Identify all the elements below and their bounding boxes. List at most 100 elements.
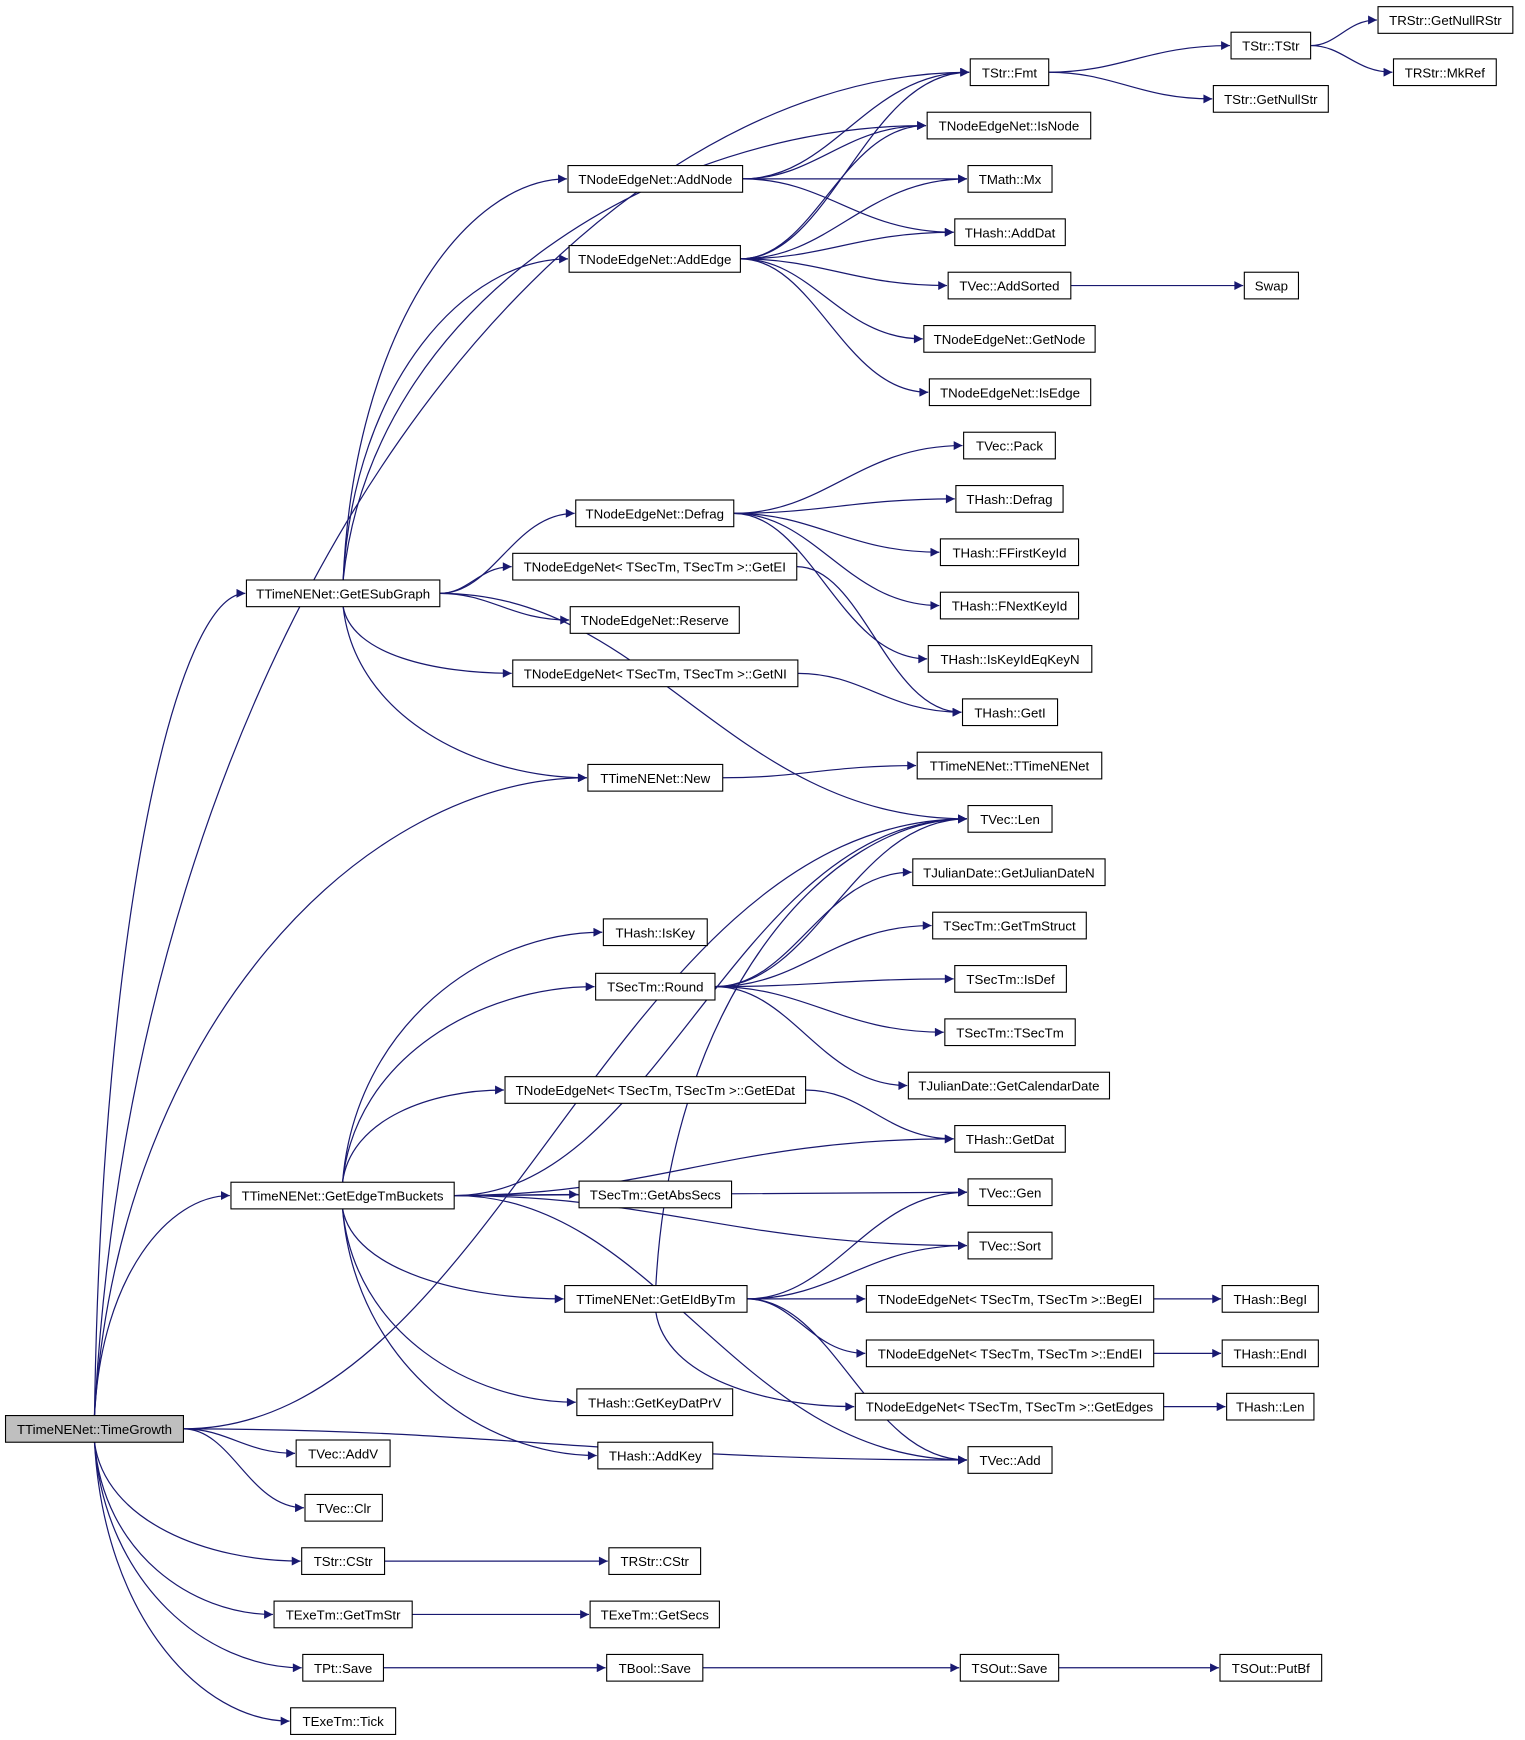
node-tnodeedgenet-tsectm-tsectm-getni[interactable]: TNodeEdgeNet< TSecTm, TSecTm >::GetNI xyxy=(512,659,799,688)
node-tsectm-gettmstruct[interactable]: TSecTm::GetTmStruct xyxy=(932,911,1087,940)
node-tsectm-tsectm[interactable]: TSecTm::TSecTm xyxy=(944,1018,1076,1047)
node-tnodeedgenet-addedge[interactable]: TNodeEdgeNet::AddEdge xyxy=(568,245,741,273)
node-tvec-addv[interactable]: TVec::AddV xyxy=(295,1439,391,1468)
node-thash-geti[interactable]: THash::GetI xyxy=(961,698,1059,727)
node-box xyxy=(907,1071,1111,1100)
edge-tnodeedgenet-addedge-to-tnodeedgenet-isedge xyxy=(740,258,929,397)
edge-tstr-tstr-to-trstr-mkref xyxy=(1310,44,1393,77)
node-thash-getdat[interactable]: THash::GetDat xyxy=(954,1125,1066,1153)
node-tvec-add[interactable]: TVec::Add xyxy=(967,1446,1053,1474)
node-ttimenenet-timegrowth[interactable]: TTimeNENet::TimeGrowth xyxy=(4,1415,184,1443)
node-tnodeedgenet-isnode[interactable]: TNodeEdgeNet::IsNode xyxy=(926,111,1092,140)
node-tvec-len[interactable]: TVec::Len xyxy=(967,805,1053,833)
node-label: THash::EndI xyxy=(1233,1346,1307,1361)
node-tstr-fmt[interactable]: TStr::Fmt xyxy=(969,58,1050,87)
node-thash-getkeydatprv[interactable]: THash::GetKeyDatPrV xyxy=(576,1388,734,1417)
edge-ttimenenet-getesubgraph-to-tnodeedgenet-tsectm-tsectm-getni xyxy=(342,606,512,678)
node-thash-iskey[interactable]: THash::IsKey xyxy=(602,918,708,947)
node-tnodeedgenet-tsectm-tsectm-begei[interactable]: TNodeEdgeNet< TSecTm, TSecTm >::BegEI xyxy=(865,1285,1155,1313)
node-ttimenenet-getedgetmbuckets[interactable]: TTimeNENet::GetEdgeTmBuckets xyxy=(230,1181,455,1210)
node-label: THash::GetDat xyxy=(966,1132,1055,1147)
node-box xyxy=(1230,31,1312,60)
node-label: TSOut::PutBf xyxy=(1232,1661,1310,1676)
node-box xyxy=(504,1076,807,1104)
edge-tnodeedgenet-addedge-to-tnodeedgenet-getnode xyxy=(740,258,923,344)
node-tmath-mx[interactable]: TMath::Mx xyxy=(967,165,1053,193)
node-tsectm-getabssecs[interactable]: TSecTm::GetAbsSecs xyxy=(578,1180,733,1209)
node-tsectm-round[interactable]: TSecTm::Round xyxy=(595,972,716,1001)
node-ttimenenet-new[interactable]: TTimeNENet::New xyxy=(587,763,724,792)
node-box xyxy=(916,751,1103,780)
node-thash-addkey[interactable]: THash::AddKey xyxy=(597,1441,714,1470)
edge-ttimenenet-getedgetmbuckets-to-tnodeedgenet-tsectm-tsectm-getedat xyxy=(341,1085,504,1183)
node-thash-len[interactable]: THash::Len xyxy=(1226,1392,1315,1421)
node-label: TTimeNENet::TTimeNENet xyxy=(930,759,1090,774)
node-texetm-tick[interactable]: TExeTm::Tick xyxy=(290,1707,397,1735)
node-tbool-save[interactable]: TBool::Save xyxy=(606,1653,704,1682)
node-tsout-save[interactable]: TSOut::Save xyxy=(959,1653,1060,1682)
node-trstr-cstr[interactable]: TRStr::CStr xyxy=(608,1547,702,1575)
node-box xyxy=(865,1285,1155,1313)
node-tnodeedgenet-tsectm-tsectm-getei[interactable]: TNodeEdgeNet< TSecTm, TSecTm >::GetEI xyxy=(512,552,798,581)
node-tvec-gen[interactable]: TVec::Gen xyxy=(967,1178,1053,1207)
node-ttimenenet-ttimenenet[interactable]: TTimeNENet::TTimeNENet xyxy=(916,751,1103,780)
node-box xyxy=(1221,1339,1319,1368)
node-ttimenenet-getesubgraph[interactable]: TTimeNENet::GetESubGraph xyxy=(245,579,441,608)
node-texetm-gettmstr[interactable]: TExeTm::GetTmStr xyxy=(273,1600,413,1629)
node-tvec-sort[interactable]: TVec::Sort xyxy=(967,1231,1053,1260)
node-tvec-pack[interactable]: TVec::Pack xyxy=(963,431,1056,460)
node-box xyxy=(1221,1285,1319,1313)
node-tstr-getnullstr[interactable]: TStr::GetNullStr xyxy=(1212,85,1329,113)
node-box xyxy=(568,245,741,273)
edge-tstr-tstr-to-trstr-getnullrstr xyxy=(1310,15,1377,47)
edge-tsectm-round-to-tvec-len xyxy=(714,814,967,988)
node-tsout-putbf[interactable]: TSOut::PutBf xyxy=(1219,1653,1323,1682)
node-label: TTimeNENet::GetESubGraph xyxy=(256,586,430,601)
node-thash-fnextkeyid[interactable]: THash::FNextKeyId xyxy=(939,591,1080,620)
node-tjuliandate-getjuliandaten[interactable]: TJulianDate::GetJulianDateN xyxy=(912,858,1106,887)
node-swap[interactable]: Swap xyxy=(1243,271,1300,300)
node-thash-iskeyideqkeyn[interactable]: THash::IsKeyIdEqKeyN xyxy=(927,645,1093,673)
node-tsectm-isdef[interactable]: TSecTm::IsDef xyxy=(954,965,1067,993)
node-box xyxy=(939,591,1080,620)
node-tnodeedgenet-tsectm-tsectm-getedat[interactable]: TNodeEdgeNet< TSecTm, TSecTm >::GetEDat xyxy=(504,1076,807,1104)
node-box xyxy=(273,1600,413,1629)
node-label: TSecTm::GetTmStruct xyxy=(943,919,1076,934)
node-tnodeedgenet-tsectm-tsectm-getedges[interactable]: TNodeEdgeNet< TSecTm, TSecTm >::GetEdges xyxy=(854,1392,1165,1421)
node-tpt-save[interactable]: TPt::Save xyxy=(302,1653,385,1682)
edge-ttimenenet-getedgetmbuckets-to-tsectm-round xyxy=(341,982,595,1183)
edge-ttimenenet-timegrowth-to-tvec-clr xyxy=(183,1428,304,1513)
node-thash-ffirstkeyid[interactable]: THash::FFirstKeyId xyxy=(939,538,1080,567)
node-tnodeedgenet-tsectm-tsectm-endei[interactable]: TNodeEdgeNet< TSecTm, TSecTm >::EndEI xyxy=(865,1339,1155,1368)
node-tnodeedgenet-defrag[interactable]: TNodeEdgeNet::Defrag xyxy=(575,499,735,528)
node-tnodeedgenet-reserve[interactable]: TNodeEdgeNet::Reserve xyxy=(569,606,740,634)
node-ttimenenet-geteidbytm[interactable]: TTimeNENet::GetEIdByTm xyxy=(564,1285,748,1313)
node-trstr-getnullrstr[interactable]: TRStr::GetNullRStr xyxy=(1377,6,1514,34)
node-box xyxy=(301,1547,386,1575)
node-tvec-addsorted[interactable]: TVec::AddSorted xyxy=(947,271,1072,300)
node-box xyxy=(912,858,1106,887)
node-tnodeedgenet-addnode[interactable]: TNodeEdgeNet::AddNode xyxy=(567,165,744,193)
node-thash-adddat[interactable]: THash::AddDat xyxy=(954,218,1066,247)
node-tvec-clr[interactable]: TVec::Clr xyxy=(304,1493,383,1522)
edge-tnodeedgenet-addnode-to-tnodeedgenet-isnode xyxy=(742,121,927,180)
node-tstr-cstr[interactable]: TStr::CStr xyxy=(301,1547,386,1575)
node-tnodeedgenet-isedge[interactable]: TNodeEdgeNet::IsEdge xyxy=(928,378,1092,407)
node-thash-defrag[interactable]: THash::Defrag xyxy=(955,485,1064,513)
edge-tnodeedgenet-defrag-to-thash-fnextkeyid xyxy=(733,512,940,610)
node-trstr-mkref[interactable]: TRStr::MkRef xyxy=(1392,58,1497,87)
edge-tnodeedgenet-defrag-to-thash-defrag xyxy=(733,494,955,514)
node-box xyxy=(947,271,1072,300)
node-tstr-tstr[interactable]: TStr::TStr xyxy=(1230,31,1312,60)
node-label: TExeTm::GetTmStr xyxy=(286,1607,401,1622)
node-tjuliandate-getcalendardate[interactable]: TJulianDate::GetCalendarDate xyxy=(907,1071,1111,1100)
node-thash-endi[interactable]: THash::EndI xyxy=(1221,1339,1319,1368)
node-label: TSecTm::GetAbsSecs xyxy=(590,1187,721,1202)
node-label: TNodeEdgeNet::IsNode xyxy=(939,119,1080,134)
node-label: TJulianDate::GetJulianDateN xyxy=(923,865,1095,880)
node-thash-begi[interactable]: THash::BegI xyxy=(1221,1285,1319,1313)
node-texetm-getsecs[interactable]: TExeTm::GetSecs xyxy=(589,1600,720,1629)
node-box xyxy=(597,1441,714,1470)
edge-tnodeedgenet-tsectm-tsectm-getei-to-thash-geti xyxy=(796,566,962,717)
node-tnodeedgenet-getnode[interactable]: TNodeEdgeNet::GetNode xyxy=(923,325,1096,353)
